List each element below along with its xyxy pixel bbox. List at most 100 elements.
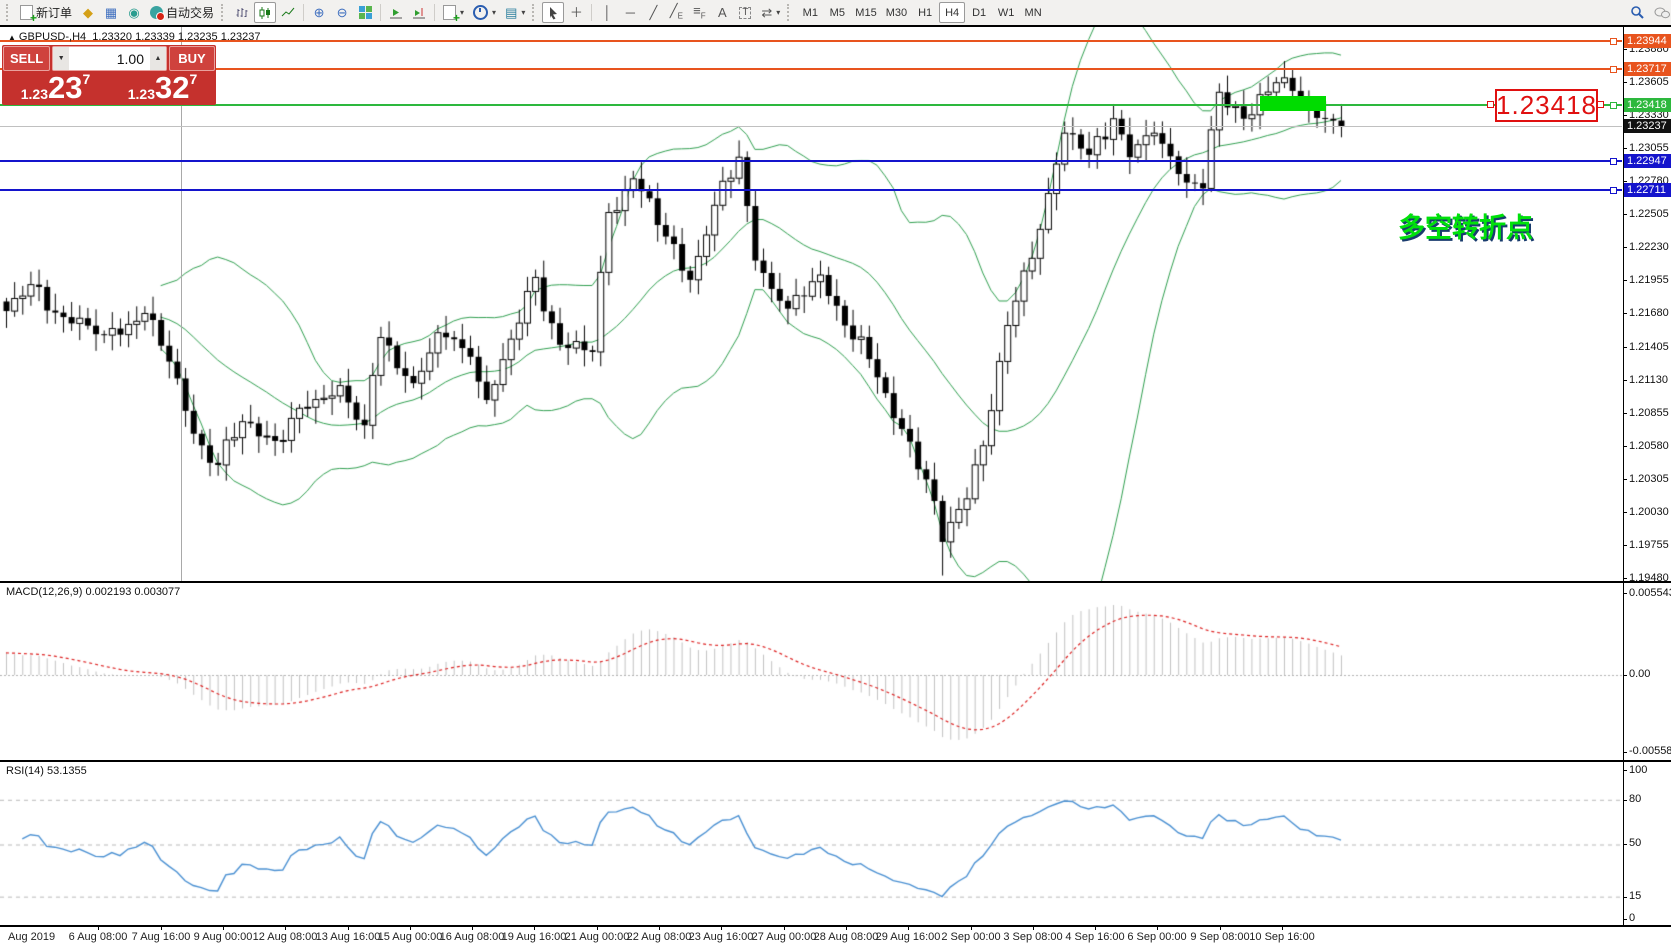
current-price-line	[0, 126, 1622, 127]
signals-button[interactable]: ◉	[123, 2, 145, 23]
price-tick-label: 1.22505	[1629, 208, 1669, 220]
toolbar-separator	[303, 4, 305, 21]
callout-anchor-marker[interactable]	[1597, 101, 1604, 108]
auto-scroll-button[interactable]	[385, 2, 407, 23]
chat-button[interactable]	[1650, 2, 1671, 23]
trendline-button[interactable]: ╱	[642, 2, 664, 23]
horizontal-line-object[interactable]	[0, 104, 1622, 106]
horizontal-line-object[interactable]	[0, 40, 1622, 42]
time-axis-label: 13 Aug 16:00	[315, 931, 381, 943]
timeframe-w1-button[interactable]: W1	[993, 2, 1019, 23]
arrows-button[interactable]: ⇄ ▾	[757, 2, 784, 23]
time-axis-label: 28 Aug 08:00	[813, 931, 879, 943]
rsi-panel-chart[interactable]	[0, 762, 1623, 925]
strategy-tester-button[interactable]: ▦	[100, 2, 122, 23]
time-axis-label: 19 Aug 16:00	[501, 931, 567, 943]
price-line-label: 1.23944	[1624, 34, 1671, 48]
toolbar-grip[interactable]	[532, 4, 537, 21]
sell-button[interactable]: SELL	[3, 46, 51, 71]
timeframe-h1-button[interactable]: H1	[912, 2, 938, 23]
time-axis-label: 22 Aug 08:00	[626, 931, 692, 943]
panel-separator[interactable]	[0, 760, 1671, 762]
line-anchor-marker[interactable]	[1610, 66, 1617, 73]
time-axis-tick	[721, 925, 722, 930]
metaeditor-button[interactable]: ◆	[77, 2, 99, 23]
autotrading-button[interactable]: 自动交易	[146, 2, 218, 23]
time-axis-tick	[971, 925, 972, 930]
rsi-level-50: 50	[1629, 837, 1642, 849]
line-chart-icon	[281, 7, 295, 16]
zoom-in-icon: ⊕	[313, 5, 325, 20]
macd-panel-chart[interactable]	[0, 583, 1623, 760]
templates-button[interactable]: ▤ ▾	[501, 2, 529, 23]
zoom-in-button[interactable]: ⊕	[308, 2, 330, 23]
timeframe-h4-button[interactable]: H4	[939, 2, 966, 23]
toolbar: + 新订单 ◆ ▦ ◉ 自动交易 ⊕ ⊖ + ▾	[0, 0, 1671, 27]
toolbar-grip[interactable]	[6, 4, 11, 21]
line-anchor-marker[interactable]	[1610, 38, 1617, 45]
timeframe-m30-button[interactable]: M30	[882, 2, 911, 23]
candlestick-chart-icon	[259, 6, 271, 19]
horizontal-line-object[interactable]	[0, 189, 1622, 191]
periods-button[interactable]: ▾	[469, 2, 500, 23]
timeframe-m15-button[interactable]: M15	[851, 2, 880, 23]
time-axis-label: 29 Aug 16:00	[875, 931, 941, 943]
line-anchor-marker[interactable]	[1610, 187, 1617, 194]
turning-point-label-object[interactable]: 多空转折点	[1398, 213, 1533, 243]
buy-price[interactable]: 1.23 32 7	[110, 72, 215, 103]
new-order-label: 新订单	[36, 6, 73, 20]
price-line-label: 1.23418	[1624, 98, 1671, 112]
volume-decrease-button[interactable]: ▼	[53, 47, 70, 70]
vertical-line-object[interactable]	[181, 27, 182, 581]
callout-anchor-marker[interactable]	[1487, 101, 1494, 108]
vertical-line-button[interactable]: │	[596, 2, 618, 23]
vertical-line-icon: │	[603, 5, 612, 20]
candlestick-chart-button[interactable]	[254, 2, 277, 23]
tile-windows-button[interactable]	[354, 2, 376, 23]
line-anchor-marker[interactable]	[1610, 158, 1617, 165]
trendline-icon: ╱	[649, 5, 658, 20]
panel-separator[interactable]	[0, 581, 1671, 583]
line-chart-button[interactable]	[277, 2, 299, 23]
buy-button[interactable]: BUY	[169, 46, 215, 71]
autotrading-label: 自动交易	[166, 6, 215, 20]
axis-tick	[1623, 545, 1627, 546]
cursor-button[interactable]	[542, 2, 565, 23]
strategy-tester-icon: ▦	[104, 5, 118, 20]
toolbar-grip[interactable]	[221, 4, 226, 21]
sell-price-sup: 7	[82, 71, 91, 87]
price-tick-label: 1.20580	[1629, 440, 1669, 452]
toolbar-grip[interactable]	[787, 4, 792, 21]
volume-input[interactable]	[69, 47, 150, 70]
new-order-button[interactable]: + 新订单	[16, 2, 76, 24]
text-button[interactable]: A	[711, 2, 733, 23]
zoom-out-button[interactable]: ⊖	[331, 2, 353, 23]
fibonacci-button[interactable]: ≡F	[688, 2, 710, 23]
axis-tick	[1623, 148, 1627, 149]
chart-shift-button[interactable]	[408, 2, 430, 23]
equidistant-channel-button[interactable]: ╱E	[665, 2, 687, 23]
highlight-rectangle-object[interactable]	[1260, 96, 1326, 111]
volume-increase-button[interactable]: ▲	[150, 47, 166, 70]
price-tick-label: 1.23605	[1629, 76, 1669, 88]
timeframe-m1-button[interactable]: M1	[797, 2, 823, 23]
indicators-button[interactable]: + ▾	[439, 2, 468, 24]
timeframe-m5-button[interactable]: M5	[824, 2, 850, 23]
main-chart[interactable]	[0, 27, 1623, 581]
price-callout-object[interactable]: 1.23418	[1495, 89, 1598, 122]
axis-tick	[1623, 479, 1627, 480]
axis-tick	[1623, 247, 1627, 248]
search-button[interactable]	[1626, 2, 1649, 23]
bar-chart-button[interactable]	[231, 2, 253, 23]
timeframe-d1-button[interactable]: D1	[966, 2, 992, 23]
timeframe-mn-button[interactable]: MN	[1020, 2, 1046, 23]
line-anchor-marker[interactable]	[1610, 102, 1617, 109]
crosshair-button[interactable]: ＋	[565, 2, 587, 23]
rsi-level-0: 0	[1629, 912, 1636, 924]
text-label-button[interactable]: T	[734, 2, 756, 23]
chat-icon	[1654, 7, 1670, 18]
sell-price[interactable]: 1.23 23 7	[3, 71, 108, 103]
horizontal-line-object[interactable]	[0, 160, 1622, 162]
horizontal-line-object[interactable]	[0, 68, 1622, 70]
horizontal-line-button[interactable]: ─	[619, 2, 641, 23]
